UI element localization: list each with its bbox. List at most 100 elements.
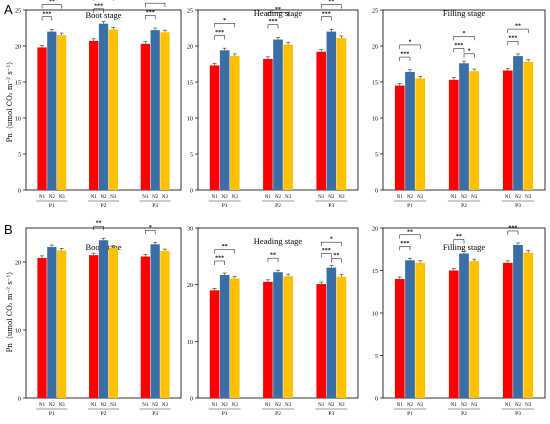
significance-bracket — [214, 260, 225, 266]
y-tick-label: 25 — [187, 9, 193, 15]
bar-p3-n2 — [326, 267, 337, 398]
bar-p3-n1 — [502, 262, 513, 398]
y-tick-label: 20 — [15, 261, 21, 267]
x-tick-label: N3 — [471, 403, 478, 408]
significance-bracket — [507, 230, 519, 235]
chart-title: Boot stage — [85, 10, 121, 20]
x-tick-label: N3 — [162, 403, 169, 408]
x-tick-label: N3 — [525, 403, 532, 408]
x-tick-label: N2 — [222, 403, 229, 408]
x-tick-label: N3 — [59, 195, 66, 200]
significance-bracket — [453, 48, 465, 53]
y-tick-label: 20 — [372, 45, 378, 51]
significance-bracket — [214, 35, 225, 40]
bar-p1-n2 — [47, 31, 57, 190]
y-axis-label-a: Pn（umol CO₂ m⁻² s⁻¹） — [6, 57, 14, 143]
significance-bracket — [507, 28, 529, 34]
y-tick-label: 15 — [372, 269, 378, 275]
x-tick-label: N3 — [162, 195, 169, 200]
bar-p3-n2 — [326, 31, 337, 190]
y-tick-label: 20 — [187, 45, 193, 51]
y-tick-label: 25 — [15, 9, 21, 15]
category-label: P2 — [275, 203, 281, 209]
x-tick-label: N2 — [222, 195, 229, 200]
category-label: P3 — [515, 411, 521, 417]
bar-p3-n3 — [523, 252, 534, 398]
bar-p1-n1 — [209, 290, 220, 398]
significance-label: ** — [222, 244, 228, 250]
bar-p3-n3 — [523, 61, 534, 191]
bar-p2-n1 — [263, 281, 273, 398]
significance-label: ** — [152, 0, 158, 4]
significance-bracket — [93, 8, 104, 13]
x-tick-label: N2 — [100, 195, 107, 200]
significance-bracket — [267, 257, 279, 263]
bar-p3-n1 — [316, 284, 327, 398]
y-tick-label: 10 — [372, 312, 378, 318]
bar-p2-n3 — [469, 71, 480, 190]
significance-label: *** — [508, 225, 517, 231]
bar-p1-n3 — [415, 262, 426, 398]
significance-label: *** — [322, 248, 331, 254]
x-tick-label: N2 — [152, 195, 159, 200]
y-tick-label: 0 — [18, 397, 21, 403]
panel-letter-a: A — [4, 2, 13, 17]
y-tick-label: 20 — [372, 227, 378, 233]
y-tick-label: 10 — [187, 117, 193, 123]
x-tick-label: N2 — [407, 403, 414, 408]
bar-p3-n3 — [160, 32, 170, 190]
bar-p1-n2 — [405, 260, 415, 398]
x-tick-label: N1 — [91, 195, 98, 200]
significance-label: *** — [454, 43, 463, 49]
x-tick-label: N1 — [505, 195, 512, 200]
significance-bracket — [145, 15, 156, 20]
significance-label: *** — [268, 19, 277, 25]
category-label: P3 — [328, 411, 334, 417]
significance-label: * — [468, 48, 471, 54]
significance-label: ** — [515, 24, 521, 30]
x-tick-label: N3 — [338, 403, 345, 408]
x-tick-label: N1 — [318, 403, 325, 408]
significance-label: *** — [146, 10, 155, 16]
significance-label: ** — [270, 253, 276, 259]
x-tick-label: N3 — [525, 195, 532, 200]
y-tick-label: 15 — [187, 81, 193, 87]
significance-bracket — [41, 16, 53, 21]
category-label: P2 — [461, 203, 467, 209]
significance-label: * — [463, 31, 466, 37]
x-tick-label: N3 — [232, 403, 239, 408]
x-tick-label: N2 — [100, 403, 107, 408]
category-label: P1 — [222, 203, 228, 209]
significance-label: *** — [94, 3, 103, 9]
x-tick-label: N1 — [39, 403, 46, 408]
x-tick-label: N1 — [451, 195, 458, 200]
bar-p2-n1 — [263, 58, 273, 191]
significance-bracket — [320, 253, 332, 258]
x-tick-label: N2 — [407, 195, 414, 200]
bar-p1-n2 — [405, 71, 415, 190]
bar-p2-n1 — [89, 255, 99, 398]
significance-bracket — [399, 44, 421, 49]
significance-label: ** — [456, 234, 462, 240]
bar-p1-n2 — [47, 247, 57, 398]
bar-p2-n1 — [448, 79, 459, 190]
significance-bracket — [214, 23, 236, 28]
y-tick-label: 0 — [18, 189, 21, 195]
x-tick-label: N3 — [338, 195, 345, 200]
significance-label: *** — [322, 11, 331, 17]
x-tick-label: N1 — [91, 403, 98, 408]
x-tick-label: N1 — [265, 195, 272, 200]
x-tick-label: N1 — [212, 195, 219, 200]
significance-label: ** — [407, 229, 413, 235]
bar-p2-n3 — [283, 276, 293, 398]
category-label: P3 — [152, 203, 158, 209]
x-tick-label: N2 — [275, 195, 282, 200]
x-tick-label: N2 — [461, 195, 468, 200]
chart-title: Filling stage — [443, 242, 485, 252]
category-label: P2 — [101, 203, 107, 209]
y-tick-label: 5 — [375, 153, 378, 159]
